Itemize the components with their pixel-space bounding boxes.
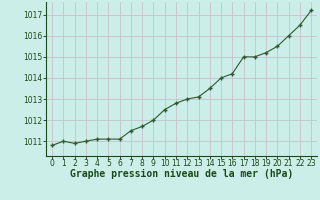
X-axis label: Graphe pression niveau de la mer (hPa): Graphe pression niveau de la mer (hPa) [70,169,293,179]
